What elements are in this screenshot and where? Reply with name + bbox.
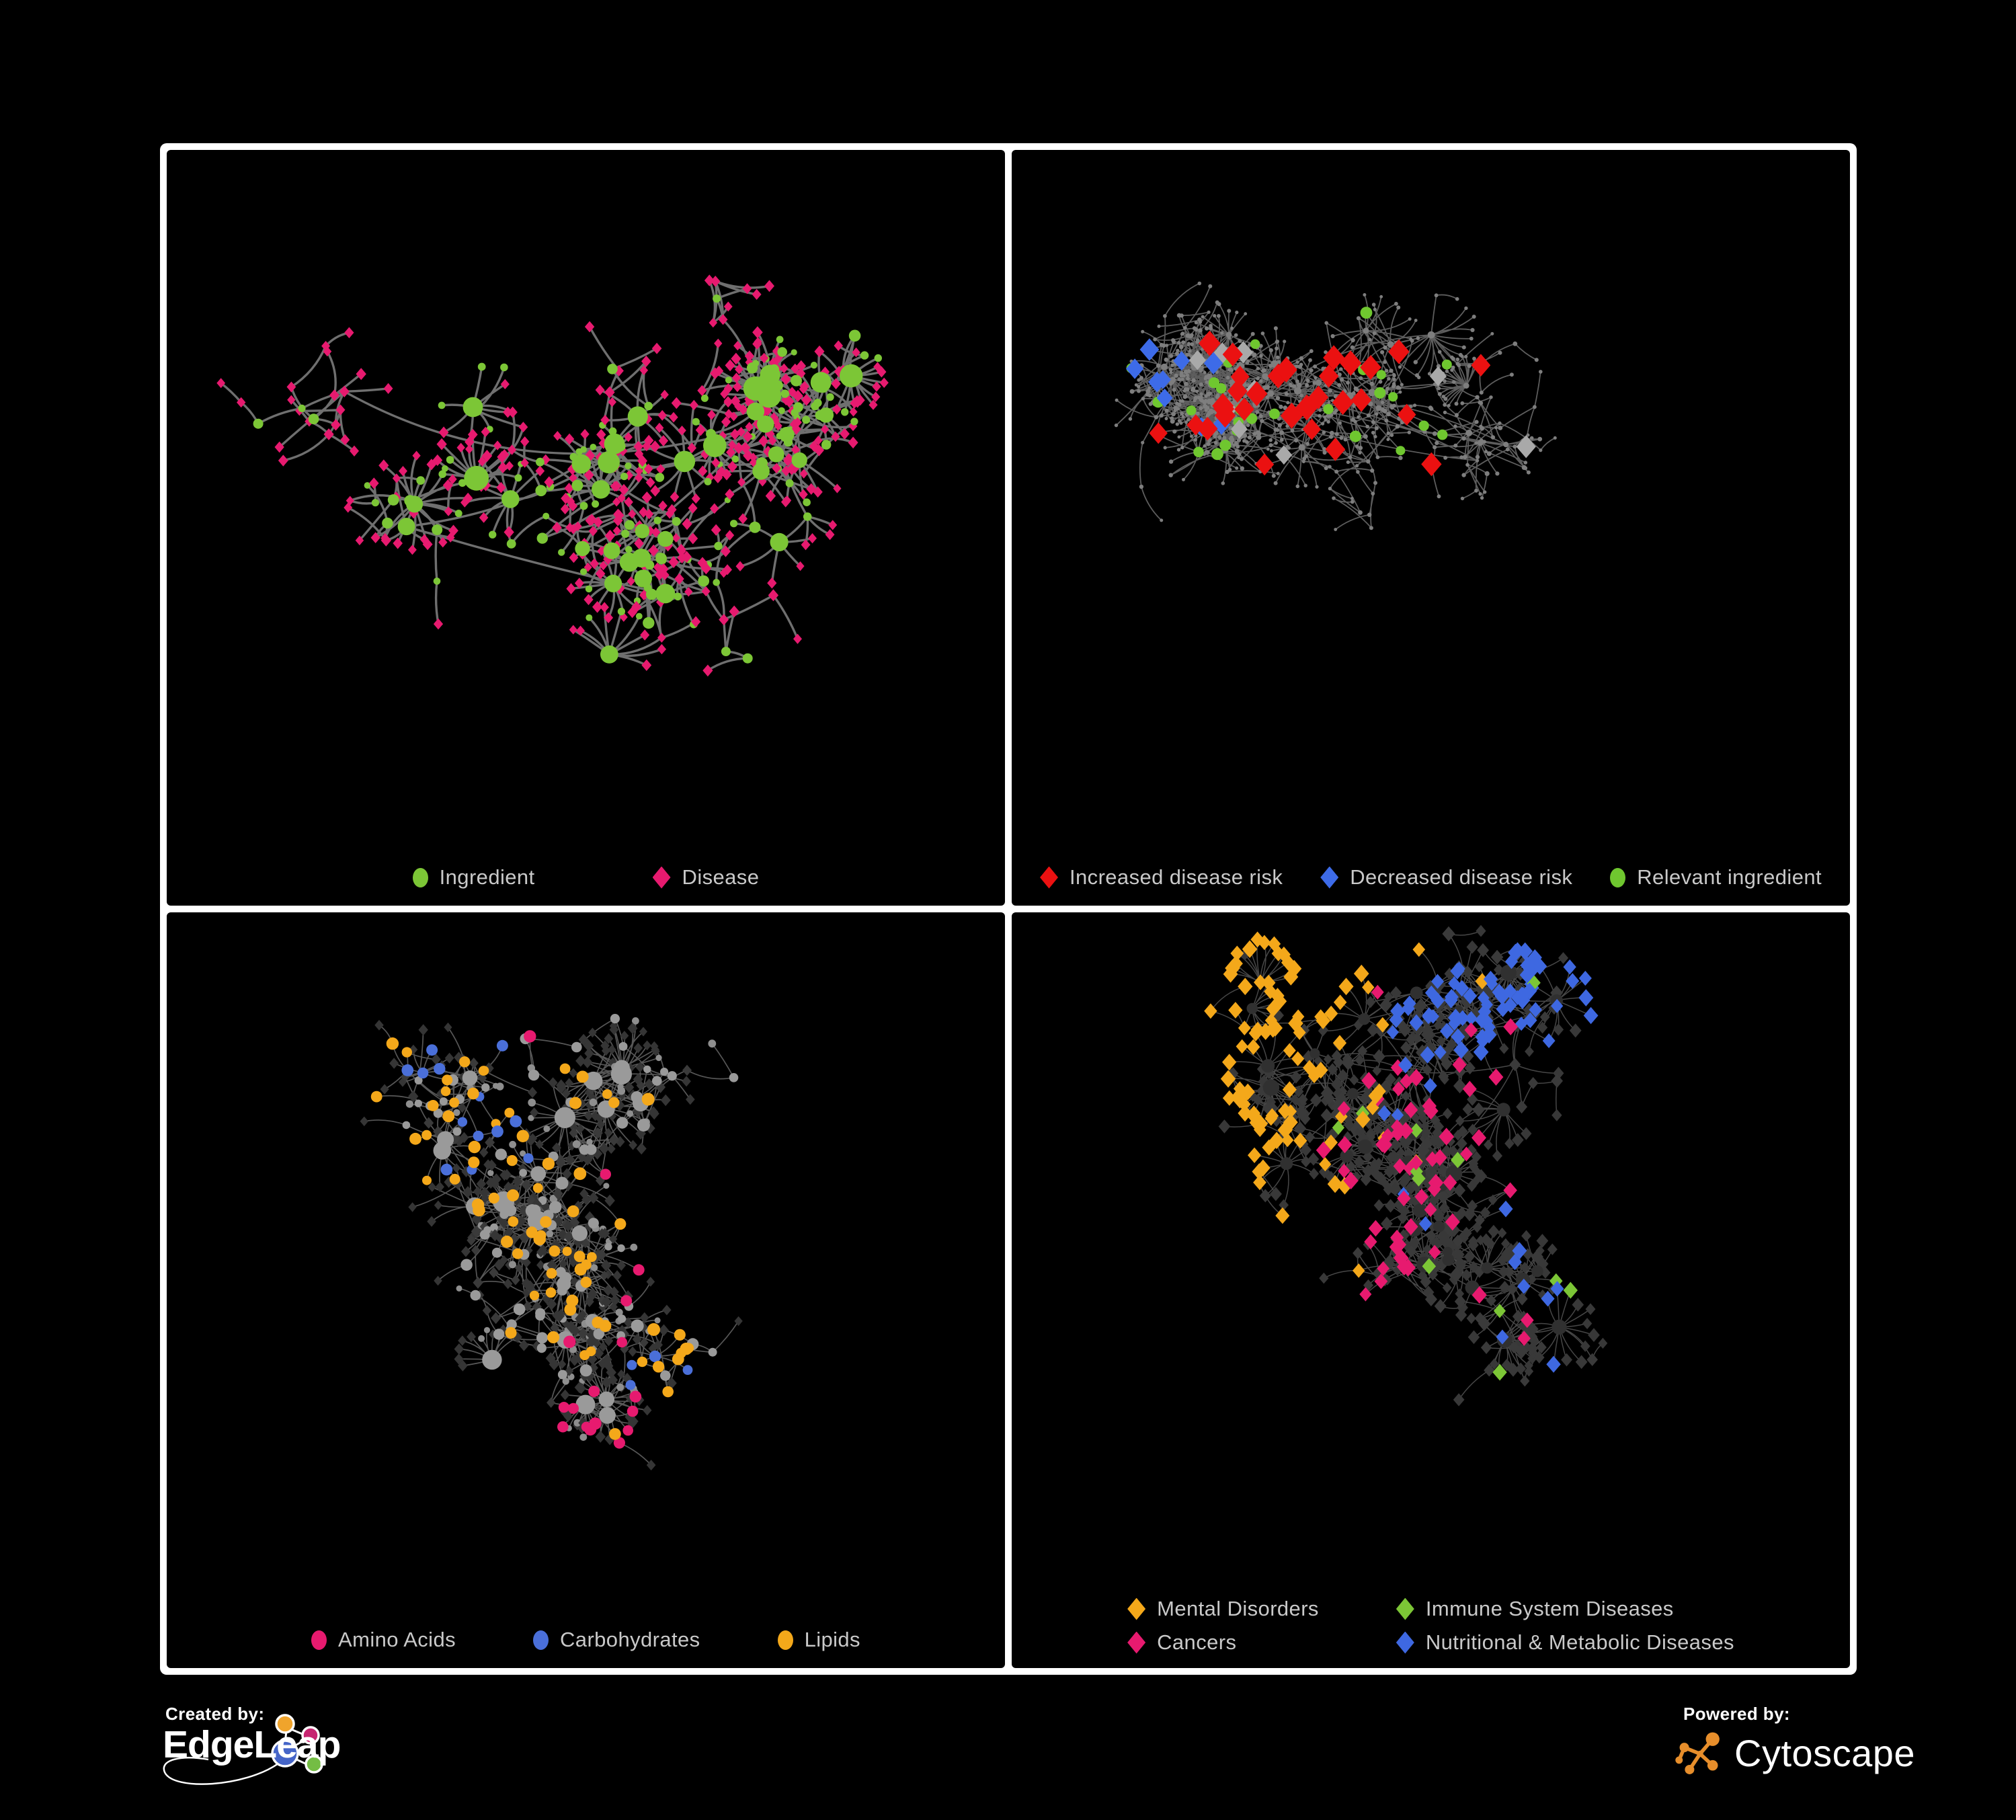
- cytoscape-logo-nodes: [1675, 1732, 1720, 1774]
- panel-grid: Ingredient Disease Increased disease risk…: [160, 143, 1857, 1675]
- legend-label: Decreased disease risk: [1350, 865, 1573, 889]
- circle-marker-icon: [777, 1630, 793, 1650]
- legend-item-mental-disorders: Mental Disorders: [1127, 1597, 1319, 1621]
- legend-item-ingredient: Ingredient: [412, 865, 535, 889]
- legend-label: Cancers: [1157, 1630, 1237, 1654]
- diamond-marker-icon: [1396, 1597, 1414, 1620]
- legend-item-lipids: Lipids: [777, 1628, 860, 1652]
- diamond-marker-icon: [1040, 866, 1059, 889]
- legend-ingredient-disease: Ingredient Disease: [167, 865, 1005, 889]
- legend-label: Disease: [682, 865, 760, 889]
- legend-item-amino-acids: Amino Acids: [311, 1628, 456, 1652]
- legend-item-decreased-disease-risk: Decreased disease risk: [1320, 865, 1572, 889]
- legend-nutrient-classes: Amino Acids Carbohydrates Lipids: [167, 1628, 1005, 1652]
- legend-item-nutritional-metabolic-diseases: Nutritional & Metabolic Diseases: [1396, 1630, 1734, 1655]
- cytoscape-logo-icon: [1675, 1732, 1720, 1774]
- edgeleap-swoosh: [163, 1757, 279, 1785]
- cytoscape-logo-row: Cytoscape: [1674, 1727, 1915, 1779]
- legend-label: Lipids: [804, 1628, 860, 1651]
- edgeleap-node-orange: [275, 1714, 295, 1734]
- circle-marker-icon: [533, 1630, 549, 1650]
- legend-item-relevant-ingredient: Relevant ingredient: [1610, 865, 1822, 889]
- panel-disease-classes: Mental Disorders Immune System Diseases Ca…: [1012, 912, 1850, 1668]
- edgeleap-node-magenta: [301, 1726, 320, 1745]
- powered-by-label: Powered by:: [1683, 1704, 1790, 1724]
- edgeleap-logo-edges: [284, 1727, 314, 1765]
- ingredient-disease-network-graph: [216, 274, 889, 677]
- legend-item-disease: Disease: [652, 865, 760, 889]
- legend-item-immune-system-diseases: Immune System Diseases: [1396, 1597, 1674, 1621]
- cytoscape-wordmark: Cytoscape: [1734, 1731, 1916, 1774]
- legend-label: Mental Disorders: [1157, 1597, 1319, 1620]
- legend-item-increased-disease-risk: Increased disease risk: [1040, 865, 1283, 889]
- legend-disease-classes: Mental Disorders Immune System Diseases Ca…: [1012, 1597, 1850, 1655]
- legend-item-cancers: Cancers: [1127, 1630, 1236, 1655]
- legend-disease-risk: Increased disease risk Decreased disease …: [1012, 865, 1850, 889]
- circle-marker-icon: [1610, 867, 1626, 887]
- diamond-marker-icon: [1320, 866, 1339, 889]
- legend-label: Nutritional & Metabolic Diseases: [1425, 1630, 1734, 1654]
- legend-label: Ingredient: [439, 865, 535, 889]
- cytoscape-logo-edges: [1677, 1737, 1714, 1771]
- diamond-marker-icon: [1127, 1597, 1146, 1620]
- edgeleap-wordmark: EdgeLeap: [163, 1723, 341, 1766]
- legend-label: Increased disease risk: [1070, 865, 1283, 889]
- legend-item-carbohydrates: Carbohydrates: [533, 1628, 700, 1652]
- panel-disease-risk: Increased disease risk Decreased disease …: [1012, 150, 1850, 906]
- disease-class-network-graph: [1204, 924, 1608, 1407]
- edgeleap-node-blue: [271, 1739, 299, 1768]
- legend-label: Amino Acids: [338, 1628, 456, 1651]
- legend-label: Carbohydrates: [560, 1628, 700, 1651]
- created-by-label: Created by:: [165, 1704, 265, 1724]
- edgeleap-node-green: [305, 1755, 323, 1774]
- panel-ingredient-disease: Ingredient Disease: [167, 150, 1005, 906]
- edgeleap-logo-icon: [163, 1714, 323, 1785]
- diamond-marker-icon: [1127, 1631, 1146, 1654]
- panel-nutrient-classes: Amino Acids Carbohydrates Lipids: [167, 912, 1005, 1668]
- legend-label: Relevant ingredient: [1637, 865, 1822, 889]
- circle-marker-icon: [311, 1630, 327, 1650]
- circle-marker-icon: [412, 867, 428, 887]
- diamond-marker-icon: [1396, 1631, 1414, 1654]
- edgeleap-credit: Created by: EdgeLeap: [160, 1697, 577, 1815]
- cytoscape-credit: Powered by: Cytoscape: [1674, 1697, 1983, 1815]
- nutrient-class-network-graph: [360, 1014, 743, 1471]
- disease-risk-network-graph: [1114, 281, 1557, 531]
- legend-label: Immune System Diseases: [1425, 1597, 1674, 1620]
- diamond-marker-icon: [652, 866, 671, 889]
